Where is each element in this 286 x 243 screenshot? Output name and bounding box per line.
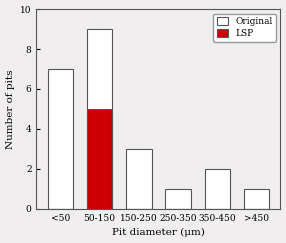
Y-axis label: Number of pits: Number of pits bbox=[5, 69, 15, 149]
Bar bbox=[87, 29, 112, 209]
Bar bbox=[47, 69, 73, 209]
Legend: Original, LSP: Original, LSP bbox=[213, 14, 276, 42]
Bar bbox=[204, 169, 230, 209]
Bar bbox=[87, 109, 112, 209]
Bar bbox=[165, 189, 191, 209]
Bar bbox=[126, 149, 152, 209]
X-axis label: Pit diameter (μm): Pit diameter (μm) bbox=[112, 228, 205, 237]
Bar bbox=[244, 189, 269, 209]
